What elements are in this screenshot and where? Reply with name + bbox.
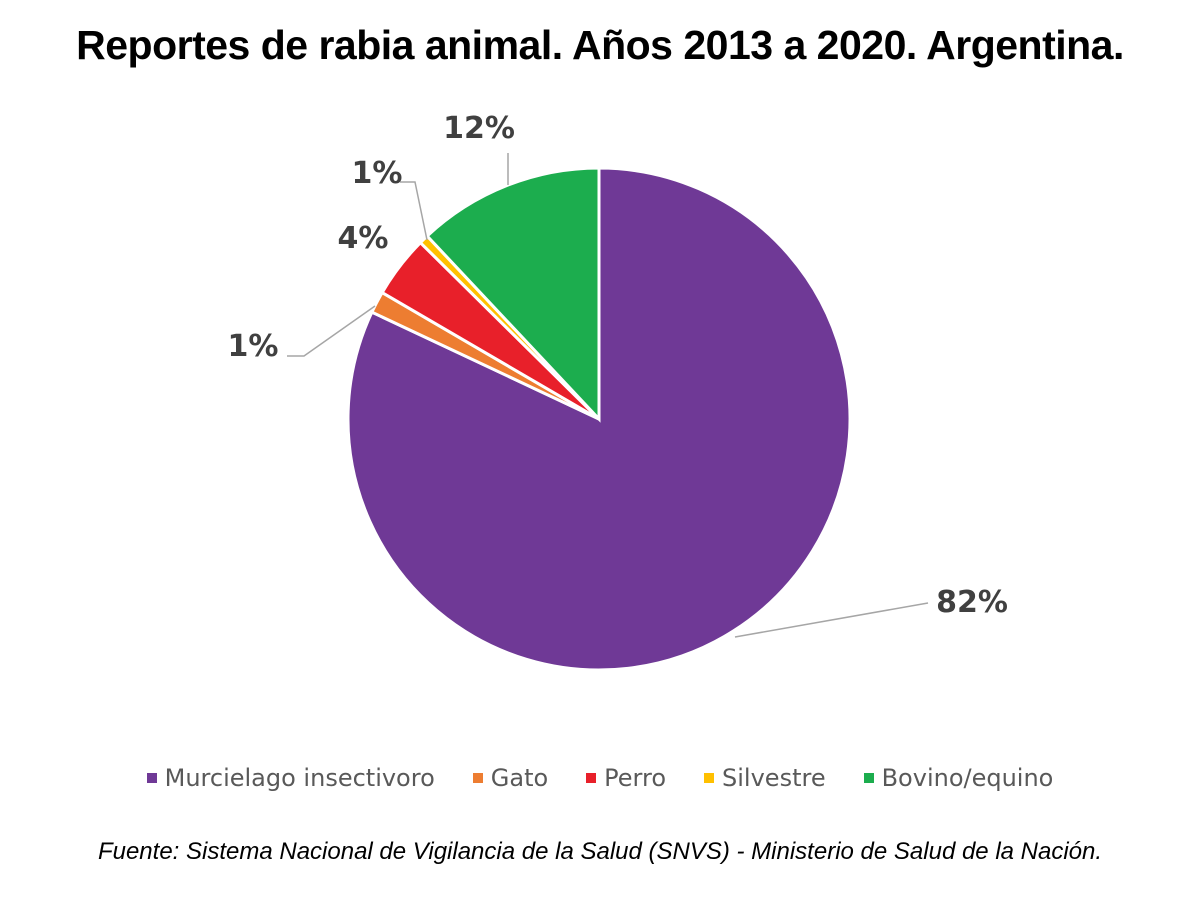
- data-label: 1%: [228, 329, 279, 364]
- legend-label: Silvestre: [722, 764, 826, 792]
- legend-item-perro: Perro: [586, 764, 666, 792]
- legend-label: Perro: [604, 764, 667, 792]
- legend-swatch: [704, 773, 715, 783]
- legend-label: Bovino/equino: [881, 764, 1054, 792]
- data-label: 1%: [352, 156, 403, 191]
- data-label: 82%: [936, 585, 1008, 620]
- legend-item-murcielago: Murcielago insectivoro: [146, 764, 435, 792]
- chart-title: Reportes de rabia animal. Años 2013 a 20…: [76, 22, 1124, 68]
- legend-item-silvestre: Silvestre: [704, 764, 826, 792]
- data-label: 12%: [443, 111, 515, 146]
- legend-swatch: [863, 773, 874, 783]
- legend-item-bovino: Bovino/equino: [863, 764, 1054, 792]
- legend-swatch: [586, 773, 597, 783]
- leader-line: [400, 181, 428, 241]
- legend-label: Murcielago insectivoro: [164, 764, 435, 792]
- legend-label: Gato: [490, 764, 549, 792]
- leader-line: [287, 305, 376, 357]
- pie-slice-bovino-equino: [425, 166, 601, 423]
- legend-item-gato: Gato: [472, 764, 549, 792]
- leader-line: [734, 602, 929, 638]
- legend-swatch: [472, 773, 483, 783]
- source-note: Fuente: Sistema Nacional de Vigilancia d…: [97, 838, 1103, 865]
- legend: Murcielago insectivoro Gato Perro Silves…: [0, 764, 1200, 792]
- legend-swatch: [146, 773, 157, 783]
- data-label: 4%: [338, 221, 389, 256]
